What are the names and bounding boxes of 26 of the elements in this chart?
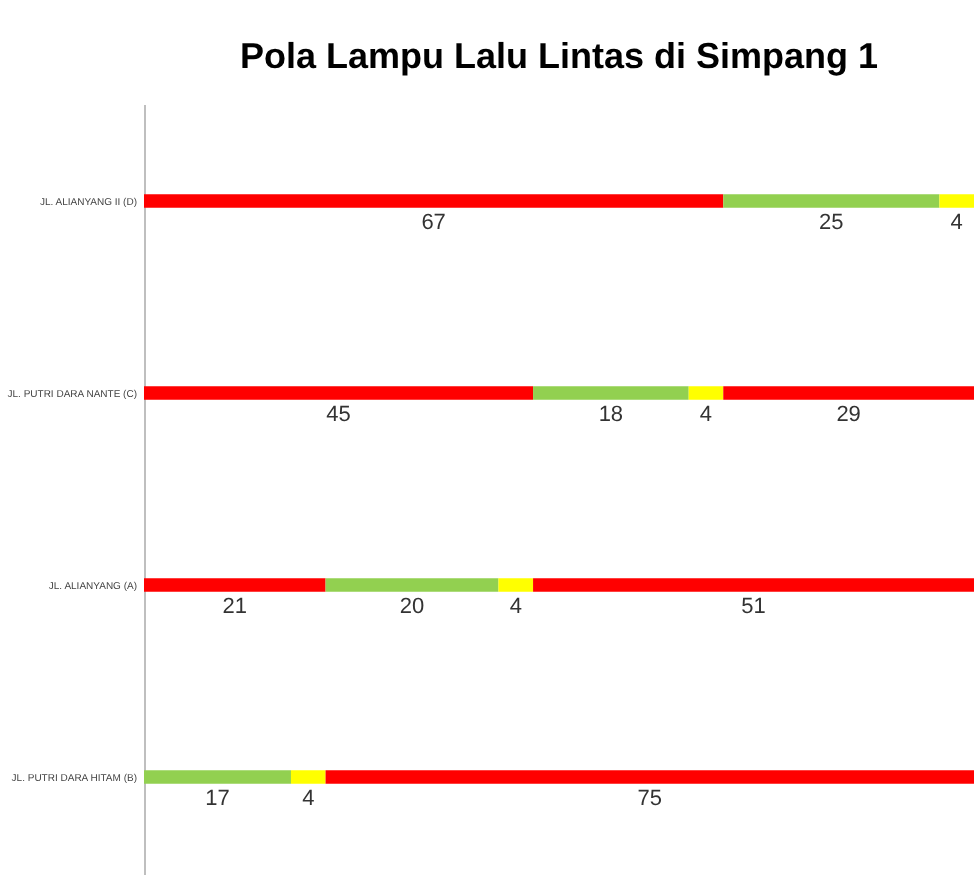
data-label: 4 xyxy=(302,787,315,812)
data-label: 4 xyxy=(950,210,963,235)
bar xyxy=(533,578,974,592)
data-label: 45 xyxy=(326,402,351,427)
chart-title: Pola Lampu Lalu Lintas di Simpang 1 xyxy=(239,36,879,76)
bar xyxy=(144,578,326,592)
data-label: 51 xyxy=(741,595,766,620)
bar xyxy=(533,386,689,400)
data-label: 29 xyxy=(836,402,861,427)
data-label: 67 xyxy=(421,210,446,235)
bar xyxy=(723,386,974,400)
bar xyxy=(144,386,534,400)
data-label: 4 xyxy=(509,595,522,620)
data-label: 75 xyxy=(637,787,663,812)
data-label: 20 xyxy=(399,595,425,620)
data-label: 21 xyxy=(222,595,248,620)
bar xyxy=(939,194,974,208)
data-label: 18 xyxy=(598,402,624,427)
data-label: 4 xyxy=(699,402,713,427)
bar xyxy=(688,386,724,400)
bar xyxy=(498,578,534,592)
bar xyxy=(144,194,724,208)
data-label: 25 xyxy=(819,210,844,235)
bar xyxy=(723,194,940,208)
bar xyxy=(325,578,499,592)
data-label: 17 xyxy=(205,787,230,812)
